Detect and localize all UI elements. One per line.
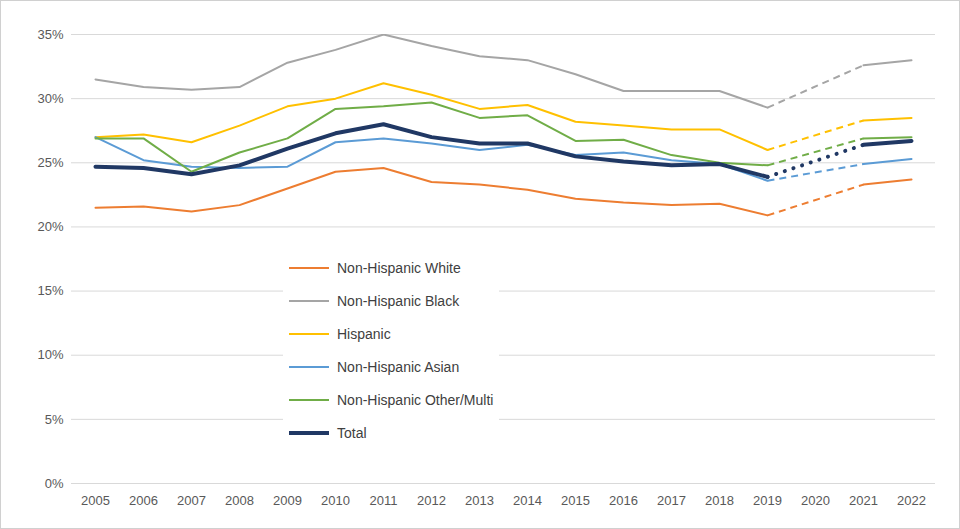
svg-text:2012: 2012 bbox=[417, 493, 446, 508]
html-text:Non-Hispanic White: Non-Hispanic White bbox=[337, 259, 461, 276]
svg-text:15%: 15% bbox=[37, 283, 63, 298]
svg-text:2007: 2007 bbox=[177, 493, 206, 508]
svg-text:2010: 2010 bbox=[321, 493, 350, 508]
svg-text:5%: 5% bbox=[45, 412, 64, 427]
svg-text:2018: 2018 bbox=[705, 493, 734, 508]
svg-text:35%: 35% bbox=[37, 27, 63, 42]
svg-text:2016: 2016 bbox=[609, 493, 638, 508]
svg-text:25%: 25% bbox=[37, 155, 63, 170]
svg-text:2009: 2009 bbox=[273, 493, 302, 508]
svg-text:2017: 2017 bbox=[657, 493, 686, 508]
svg-text:2014: 2014 bbox=[513, 493, 542, 508]
svg-text:2022: 2022 bbox=[897, 493, 926, 508]
svg-text:2013: 2013 bbox=[465, 493, 494, 508]
svg-text:2019: 2019 bbox=[753, 493, 782, 508]
svg-text:2008: 2008 bbox=[225, 493, 254, 508]
html-text:Hispanic: Hispanic bbox=[337, 325, 391, 342]
svg-text:0%: 0% bbox=[45, 476, 64, 491]
html-text:Non-Hispanic Black: Non-Hispanic Black bbox=[337, 292, 460, 309]
svg-text:2006: 2006 bbox=[129, 493, 158, 508]
svg-text:2011: 2011 bbox=[370, 493, 398, 508]
svg-text:2015: 2015 bbox=[561, 493, 590, 508]
svg-text:20%: 20% bbox=[37, 219, 63, 234]
html-text:Non-Hispanic Other/Multi: Non-Hispanic Other/Multi bbox=[337, 391, 494, 408]
svg-text:2021: 2021 bbox=[849, 493, 878, 508]
svg-text:30%: 30% bbox=[37, 91, 63, 106]
html-text:Total: Total bbox=[337, 424, 367, 441]
html-text:Non-Hispanic Asian: Non-Hispanic Asian bbox=[337, 358, 460, 375]
svg-text:10%: 10% bbox=[37, 347, 63, 362]
svg-text:2005: 2005 bbox=[81, 493, 110, 508]
svg-text:2020: 2020 bbox=[801, 493, 830, 508]
